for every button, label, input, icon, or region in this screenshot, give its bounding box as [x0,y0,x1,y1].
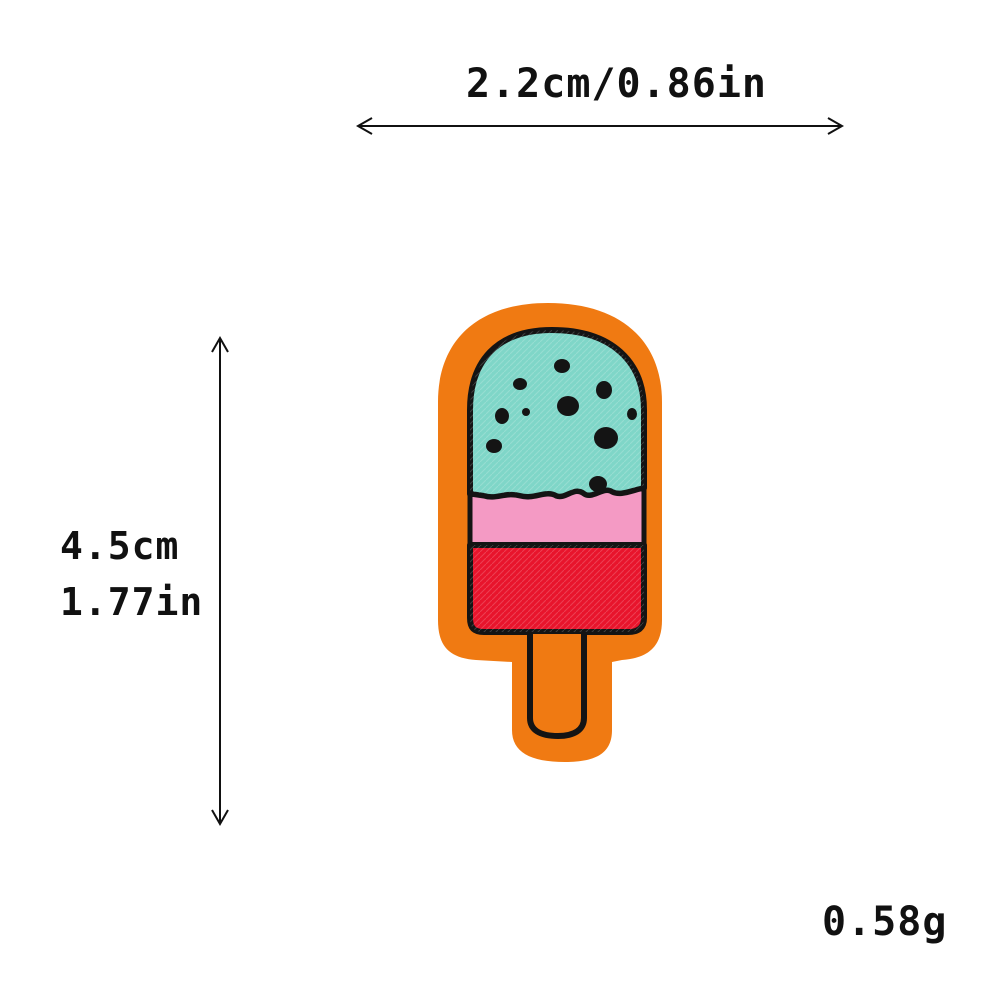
patch-stick [527,634,587,739]
weight-label: 0.58g [822,899,948,945]
height-arrow [211,335,229,827]
width-arrow [355,117,845,135]
patch-pink-layer [467,485,647,548]
red-texture [470,545,644,632]
width-label: 2.2cm/0.86in [466,61,767,107]
height-cm-label: 4.5cm [60,524,180,568]
mint-texture [470,330,644,494]
chocolate-chips [486,359,637,492]
height-in-label: 1.77in [60,580,204,624]
